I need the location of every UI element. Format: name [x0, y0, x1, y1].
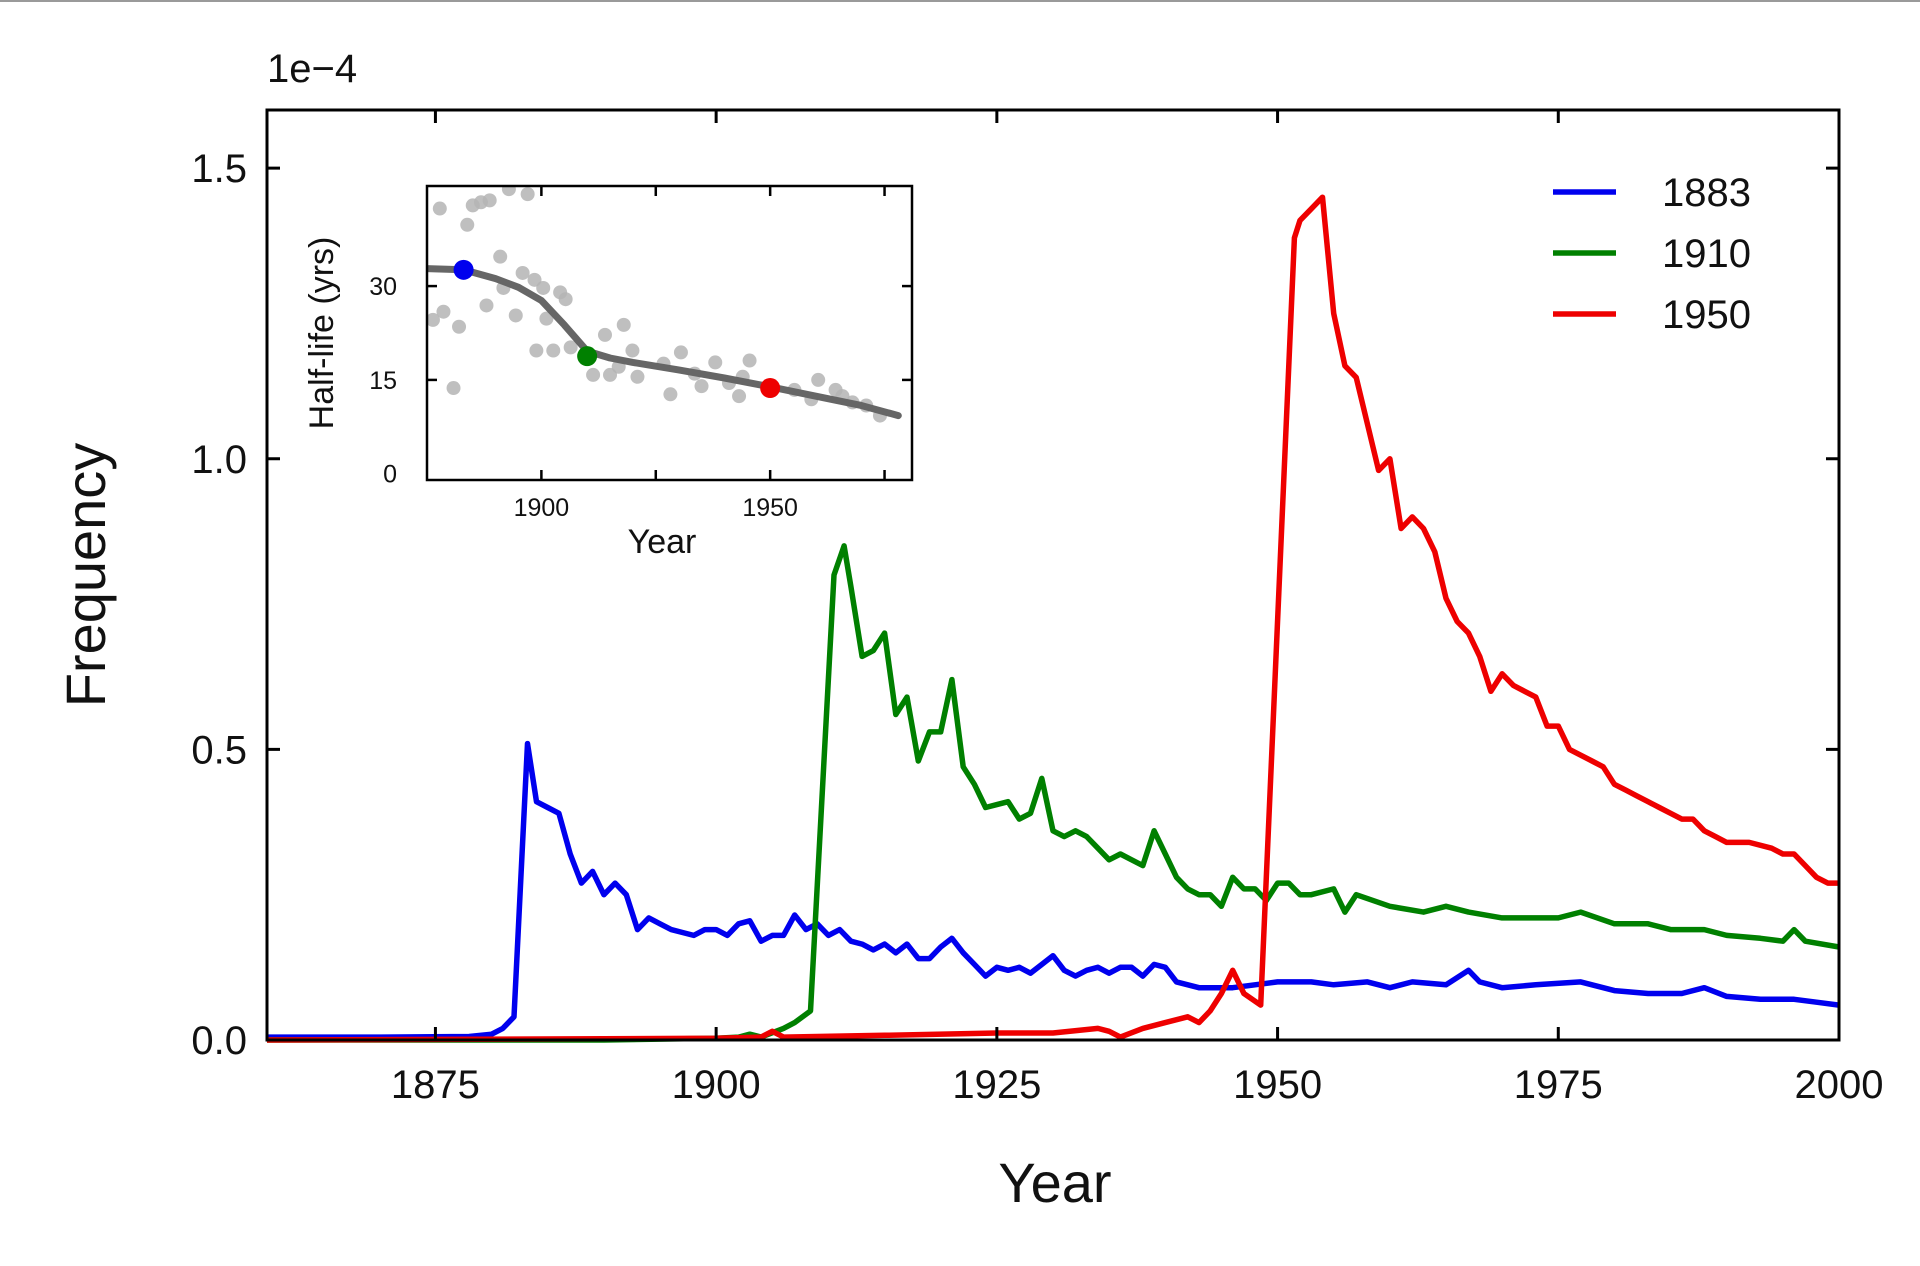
x-tick-label: 1950 [1233, 1063, 1322, 1107]
inset-background [427, 186, 912, 480]
x-tick-label: 1975 [1514, 1063, 1603, 1107]
legend-item-1883: 1883 [1553, 171, 1751, 215]
scatter-point [515, 265, 530, 280]
x-tick-label: 1925 [952, 1063, 1041, 1107]
legend-label: 1950 [1662, 293, 1751, 337]
inset-x-tick-label: 1950 [742, 494, 798, 522]
y-tick-label: 1.0 [191, 438, 247, 482]
highlight-point-1910 [577, 346, 598, 367]
scatter-point [546, 343, 561, 358]
scatter-point [625, 343, 640, 358]
scatter-point [452, 319, 467, 334]
scatter-point [673, 345, 688, 360]
scatter-point [432, 201, 447, 216]
inset-y-tick-label: 0 [383, 461, 397, 489]
scatter-point [732, 389, 747, 404]
inset-plot-frame [425, 184, 914, 482]
inset-y-tick-label: 30 [369, 273, 397, 301]
scatter-point [539, 311, 554, 326]
y-axis-label: Frequency [54, 443, 117, 708]
highlight-point-1883 [453, 259, 474, 280]
inset-x-tick-label: 1900 [514, 494, 570, 522]
inset-content [427, 186, 902, 423]
series-line-1883 [267, 740, 1840, 1040]
scatter-point [742, 353, 757, 368]
trend-line [427, 265, 902, 420]
legend-label: 1910 [1662, 232, 1751, 276]
legend: 1883 1910 1950 [1553, 171, 1751, 337]
main-series-lines [266, 194, 1840, 1043]
series-line-1950 [266, 194, 1839, 1043]
scatter-point [529, 343, 544, 358]
scatter-point [694, 379, 709, 394]
scatter-point [811, 372, 826, 387]
scatter-point [536, 280, 551, 295]
series-line-1910 [267, 543, 1840, 1043]
scatter-point [446, 381, 461, 396]
scatter-point [508, 308, 523, 323]
y-tick-label: 0.5 [191, 728, 247, 772]
scatter-point [558, 292, 573, 307]
scatter-point [436, 304, 451, 319]
scatter-point [597, 327, 612, 342]
x-tick-label: 1875 [391, 1063, 480, 1107]
main-plot: 1875 1900 1925 1950 1975 2000 0.0 0.5 1.0 1.5 1e−… [54, 47, 1883, 1214]
scatter-point [563, 340, 578, 355]
scatter-point [520, 187, 535, 202]
scatter-point [460, 217, 475, 232]
legend-item-1910: 1910 [1553, 232, 1751, 276]
scatter-point [501, 186, 516, 197]
scatter-point [630, 369, 645, 384]
scatter-point [493, 249, 508, 264]
scatter-point [663, 387, 678, 402]
inset-y-tick-label: 15 [369, 367, 397, 395]
main-plot-frame [265, 108, 1841, 1042]
highlight-point-1950 [760, 378, 781, 399]
scatter-point [482, 193, 497, 208]
x-axis-label: Year [998, 1151, 1111, 1214]
inset-x-axis-label: Year [628, 523, 697, 561]
scatter-point [708, 355, 723, 370]
scatter-point [427, 312, 440, 327]
legend-item-1950: 1950 [1553, 293, 1751, 337]
scatter-point [479, 298, 494, 313]
x-tick-label: 1900 [672, 1063, 761, 1107]
inset-y-axis-label: Half-life (yrs) [303, 237, 341, 430]
inset-ticks: 1900 1950 0 15 30 [369, 186, 912, 522]
y-tick-label: 1.5 [191, 147, 247, 191]
main-ticks: 1875 1900 1925 1950 1975 2000 0.0 0.5 1.0 1.5 [191, 110, 1883, 1107]
inset-plot: 1900 1950 0 15 30 Year Half-life (yrs) [303, 184, 914, 561]
y-multiplier: 1e−4 [267, 47, 357, 91]
inset-marks [427, 186, 902, 423]
scatter-point [586, 367, 601, 382]
scatter-point [616, 317, 631, 332]
x-tick-label: 2000 [1795, 1063, 1884, 1107]
legend-label: 1883 [1662, 171, 1751, 215]
y-tick-label: 0.0 [191, 1019, 247, 1063]
